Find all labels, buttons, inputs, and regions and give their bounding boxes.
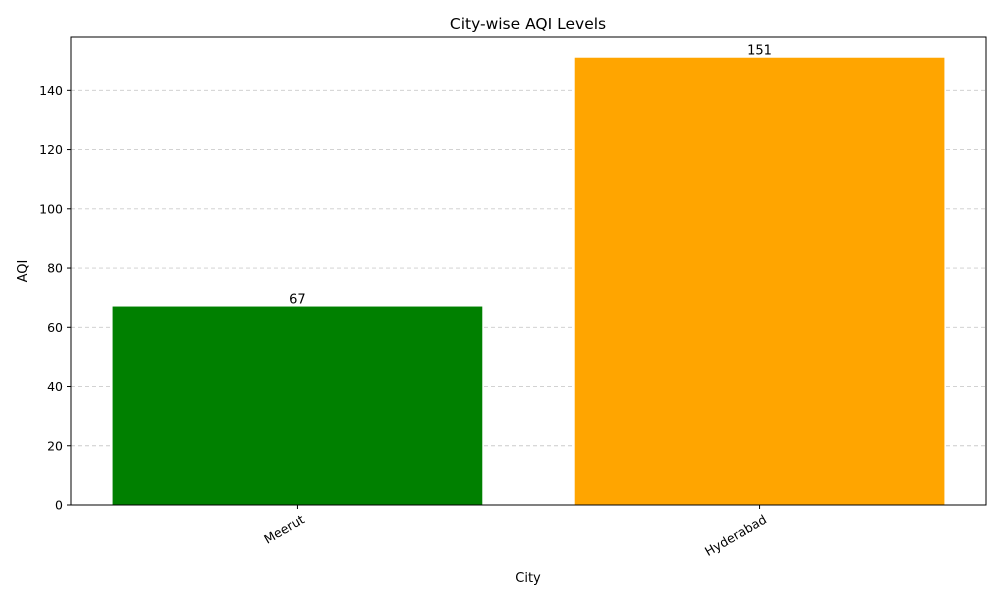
- y-axis-ticks: 0 20 40 60 80 100 120 140: [39, 83, 71, 513]
- data-labels: 67 151: [289, 44, 772, 308]
- y-tick-label: 40: [47, 379, 63, 394]
- x-axis-ticks: Meerut Hyderabad: [261, 505, 769, 559]
- plot-area-frame: [70, 36, 987, 506]
- data-label-meerut: 67: [289, 293, 306, 308]
- bars: [112, 57, 945, 505]
- y-tick-label: 20: [47, 438, 63, 453]
- data-label-hyderabad: 151: [747, 44, 772, 59]
- grid-lines: [71, 89, 986, 447]
- y-tick-label: 80: [47, 261, 63, 276]
- y-tick-label: 60: [47, 320, 63, 335]
- bar-hyderabad: [574, 57, 945, 505]
- y-tick-label: 120: [39, 142, 63, 157]
- x-tick-label: Hyderabad: [702, 512, 769, 559]
- y-tick-label: 140: [39, 83, 63, 98]
- chart-title: City-wise AQI Levels: [450, 15, 606, 33]
- y-axis-title: AQI: [16, 260, 31, 283]
- bar-meerut: [112, 306, 483, 505]
- y-tick-label: 0: [55, 498, 63, 513]
- x-tick-label: Meerut: [261, 512, 307, 547]
- y-tick-label: 100: [39, 201, 63, 216]
- x-axis-title: City: [515, 571, 541, 586]
